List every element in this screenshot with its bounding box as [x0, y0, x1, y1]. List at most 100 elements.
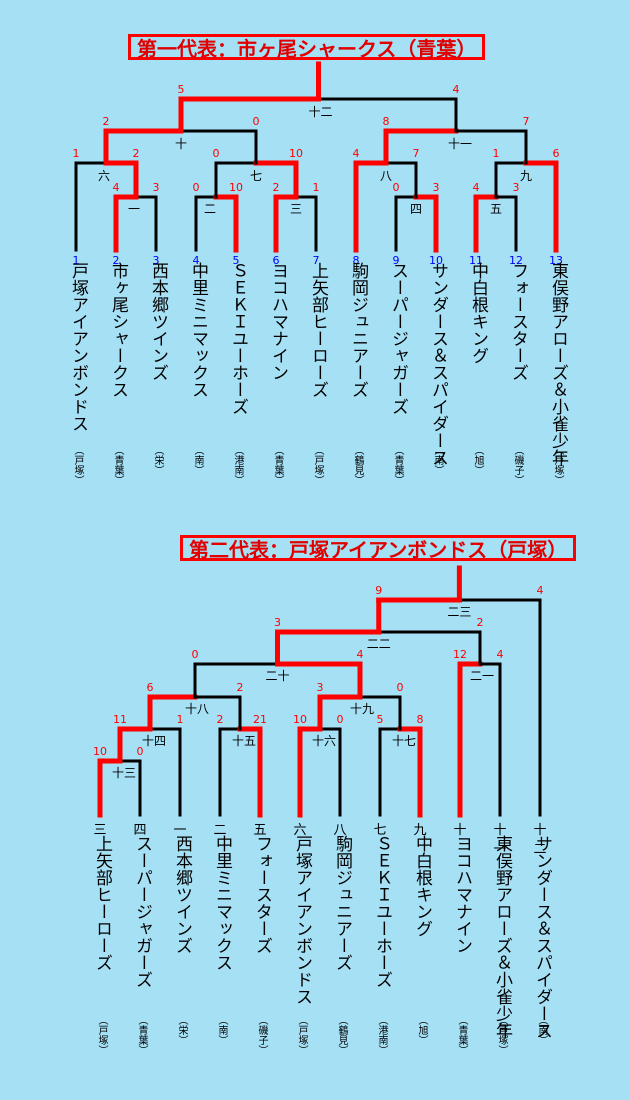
bracket2-team-area-2: （栄） — [176, 1015, 187, 1045]
bracket2-score-right-5: 2 — [236, 681, 244, 694]
bracket2-score-left-8: 12 — [453, 648, 467, 661]
bracket2-score-right-10: 4 — [536, 584, 544, 597]
bracket1-game-label-0: 一 — [128, 202, 141, 216]
bracket1-game-label-2: 三 — [290, 202, 303, 216]
bracket1-seed-10: 11 — [469, 254, 483, 267]
bracket1-seed-4: 5 — [232, 254, 240, 267]
bracket2-game-label-4: 十七 — [392, 734, 417, 748]
bracket1-score-left-1: 0 — [192, 181, 200, 194]
bracket1-score-left-11: 5 — [177, 83, 185, 96]
bracket1-game-label-5: 六 — [98, 169, 111, 183]
bracket1-seed-7: 8 — [352, 254, 360, 267]
bracket1-score-right-1: 10 — [229, 181, 243, 194]
bracket1-seed-1: 2 — [112, 254, 120, 267]
bracket1-seed-5: 6 — [272, 254, 280, 267]
bracket2-game-label-9: 二二 — [366, 637, 391, 651]
bracket2-team-area-0: （戸塚） — [96, 1015, 107, 1055]
bracket2-team-area-8: （旭） — [416, 1015, 427, 1045]
bracket1-game-label-1: 二 — [204, 202, 217, 216]
bracket2-score-left-7: 0 — [191, 648, 199, 661]
bracket2-score-right-1: 1 — [176, 713, 184, 726]
bracket2-game-label-3: 十六 — [312, 734, 337, 748]
bracket2-seed-7: 七 — [373, 823, 387, 838]
bracket2-team-area-9: （青葉） — [456, 1015, 467, 1055]
bracket1-team-area-6: （戸塚） — [312, 445, 323, 485]
bracket1-game-label-6: 七 — [250, 169, 263, 183]
bracket1-score-left-9: 2 — [102, 115, 110, 128]
bracket1-team-area-9: （南） — [432, 445, 443, 475]
bracket2-game-label-1: 十四 — [142, 734, 167, 748]
bracket2-game-label-6: 十九 — [350, 702, 375, 716]
bracket2-team-area-11: （南） — [536, 1015, 547, 1045]
bracket2-score-right-4: 8 — [416, 713, 424, 726]
bracket1-score-left-5: 1 — [72, 147, 80, 160]
bracket2-game-label-5: 十八 — [185, 702, 210, 716]
bracket2-seed-8: 九 — [413, 823, 427, 838]
bracket1-team-name-9: サンダース＆スパイダース — [428, 262, 448, 466]
bracket2-team-area-4: （磯子） — [256, 1015, 267, 1055]
bracket1-game-label-4: 五 — [490, 202, 503, 216]
bracket1-team-area-5: （青葉） — [272, 445, 283, 485]
bracket1-score-left-2: 2 — [272, 181, 280, 194]
bracket1-team-name-10: 中白根キング — [468, 262, 488, 364]
bracket1-team-area-0: （戸塚） — [72, 445, 83, 485]
bracket1-seed-11: 12 — [509, 254, 523, 267]
bracket1-seed-9: 10 — [429, 254, 443, 267]
bracket2-team-name-3: 中里ミニマックス — [212, 835, 232, 971]
bracket1-score-left-10: 8 — [382, 115, 390, 128]
bracket1-team-area-11: （磯子） — [512, 445, 523, 485]
bracket1-team-area-10: （旭） — [472, 445, 483, 475]
bracket2-score-left-0: 10 — [93, 745, 107, 758]
bracket1-seed-12: 13 — [549, 254, 563, 267]
bracket1-team-name-3: 中里ミニマックス — [188, 262, 208, 398]
bracket2-score-right-9: 2 — [476, 616, 484, 629]
bracket1-score-left-3: 0 — [392, 181, 400, 194]
bracket2-game-label-0: 十三 — [112, 766, 137, 780]
bracket1-score-left-8: 1 — [492, 147, 500, 160]
bracket1-score-right-7: 7 — [412, 147, 420, 160]
bracket1-seed-3: 4 — [192, 254, 200, 267]
bracket2-team-name-10: 東俣野アローズ＆小雀少年 — [492, 835, 512, 1039]
bracket2-game-label-10: 二三 — [447, 605, 472, 619]
bracket2-seed-2: 一 — [173, 823, 187, 838]
bracket2-game-label-8: 二一 — [470, 669, 495, 683]
bracket1-team-name-2: 西本郷ツインズ — [148, 262, 168, 381]
bracket1-team-name-5: ヨコハマナイン — [268, 262, 288, 381]
bracket2-score-left-3: 10 — [293, 713, 307, 726]
bracket2-score-left-4: 5 — [376, 713, 384, 726]
bracket1-team-name-0: 戸塚アイアンボンドス — [68, 262, 88, 432]
bracket1-score-left-4: 4 — [472, 181, 480, 194]
bracket1-score-right-5: 2 — [132, 147, 140, 160]
bracket1-team-area-8: （青葉） — [392, 445, 403, 485]
bracket2-seed-9: 十 — [453, 823, 467, 838]
bracket1-team-name-11: フォースターズ — [508, 262, 528, 381]
bracket1-game-label-3: 四 — [410, 202, 423, 216]
bracket2-team-name-2: 西本郷ツインズ — [172, 835, 192, 954]
bracket2-team-name-8: 中白根キング — [412, 835, 432, 937]
bracket1-team-name-7: 駒岡ジュニアーズ — [348, 262, 368, 398]
bracket2-seed-4: 五 — [253, 823, 267, 838]
bracket2-score-right-8: 4 — [496, 648, 504, 661]
bracket2-seed-1: 四 — [133, 823, 147, 838]
bracket2-team-area-3: （南） — [216, 1015, 227, 1045]
bracket2-team-name-4: フォースターズ — [252, 835, 272, 954]
bracket2-seed-11: 十二 — [533, 823, 547, 857]
bracket2-team-name-5: 戸塚アイアンボンドス — [292, 835, 312, 1005]
bracket1-score-right-11: 4 — [452, 83, 460, 96]
bracket1-team-area-7: （鶴見） — [352, 445, 363, 485]
bracket1-score-right-10: 7 — [522, 115, 530, 128]
bracket2-seed-0: 三 — [93, 823, 107, 838]
bracket2-team-name-9: ヨコハマナイン — [452, 835, 472, 954]
bracket1-team-name-6: 上矢部ヒーローズ — [308, 262, 328, 398]
bracket2-team-area-1: （青葉） — [136, 1015, 147, 1055]
bracket2-game-label-2: 十五 — [232, 734, 257, 748]
bracket2-team-name-0: 上矢部ヒーローズ — [92, 835, 112, 971]
bracket2-score-left-10: 9 — [375, 584, 383, 597]
bracket2-game-label-7: 二十 — [265, 669, 290, 683]
bracket2-seed-5: 六 — [293, 823, 307, 838]
bracket2-score-right-3: 0 — [336, 713, 344, 726]
bracket2-score-right-2: 21 — [253, 713, 267, 726]
bracket2-team-area-7: （港南） — [376, 1015, 387, 1055]
bracket2-team-name-6: 駒岡ジュニアーズ — [332, 835, 352, 971]
bracket1-score-right-2: 1 — [312, 181, 320, 194]
